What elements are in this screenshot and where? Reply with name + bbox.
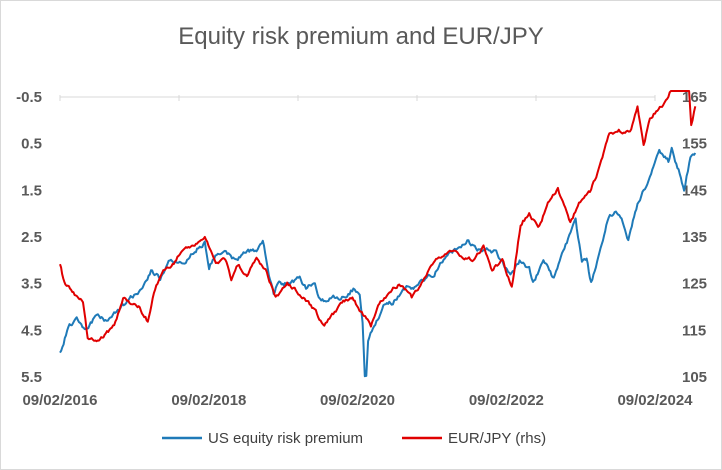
y-left-tick-label: 2.5 (21, 229, 42, 246)
legend-item-erp: US equity risk premium (162, 430, 363, 447)
series-line-eurjpy (59, 90, 697, 343)
legend: US equity risk premium EUR/JPY (rhs) (162, 430, 546, 447)
chart-title: Equity risk premium and EUR/JPY (178, 23, 543, 50)
series-layer (59, 90, 697, 378)
y-left-tick-label: 1.5 (21, 182, 42, 199)
x-tick-label: 09/02/2018 (171, 392, 246, 409)
y-right-tick-label: 135 (682, 229, 707, 246)
y-left-tick-label: 3.5 (21, 276, 42, 293)
legend-label: EUR/JPY (rhs) (448, 430, 546, 447)
y-right-tick-label: 155 (682, 136, 707, 153)
x-tick-label: 09/02/2016 (22, 392, 97, 409)
y-left-tick-label: 5.5 (21, 369, 42, 386)
x-tick-label: 09/02/2020 (320, 392, 395, 409)
legend-item-eurjpy: EUR/JPY (rhs) (402, 430, 546, 447)
axes: 09/02/2016 09/02/2018 09/02/2020 09/02/2022… (16, 89, 707, 409)
y-right-tick-label: 105 (682, 369, 707, 386)
y-left-tick-label: -0.5 (16, 89, 42, 106)
series-line-erp (59, 146, 697, 378)
y-left-tick-label: 0.5 (21, 136, 42, 153)
x-tick-label: 09/02/2024 (617, 392, 693, 409)
legend-label: US equity risk premium (208, 430, 363, 447)
y-left-tick-label: 4.5 (21, 322, 42, 339)
y-right-tick-label: 115 (682, 322, 706, 339)
y-right-tick-label: 145 (682, 182, 707, 199)
x-tick-label: 09/02/2022 (469, 392, 544, 409)
y-right-tick-label: 125 (682, 276, 707, 293)
